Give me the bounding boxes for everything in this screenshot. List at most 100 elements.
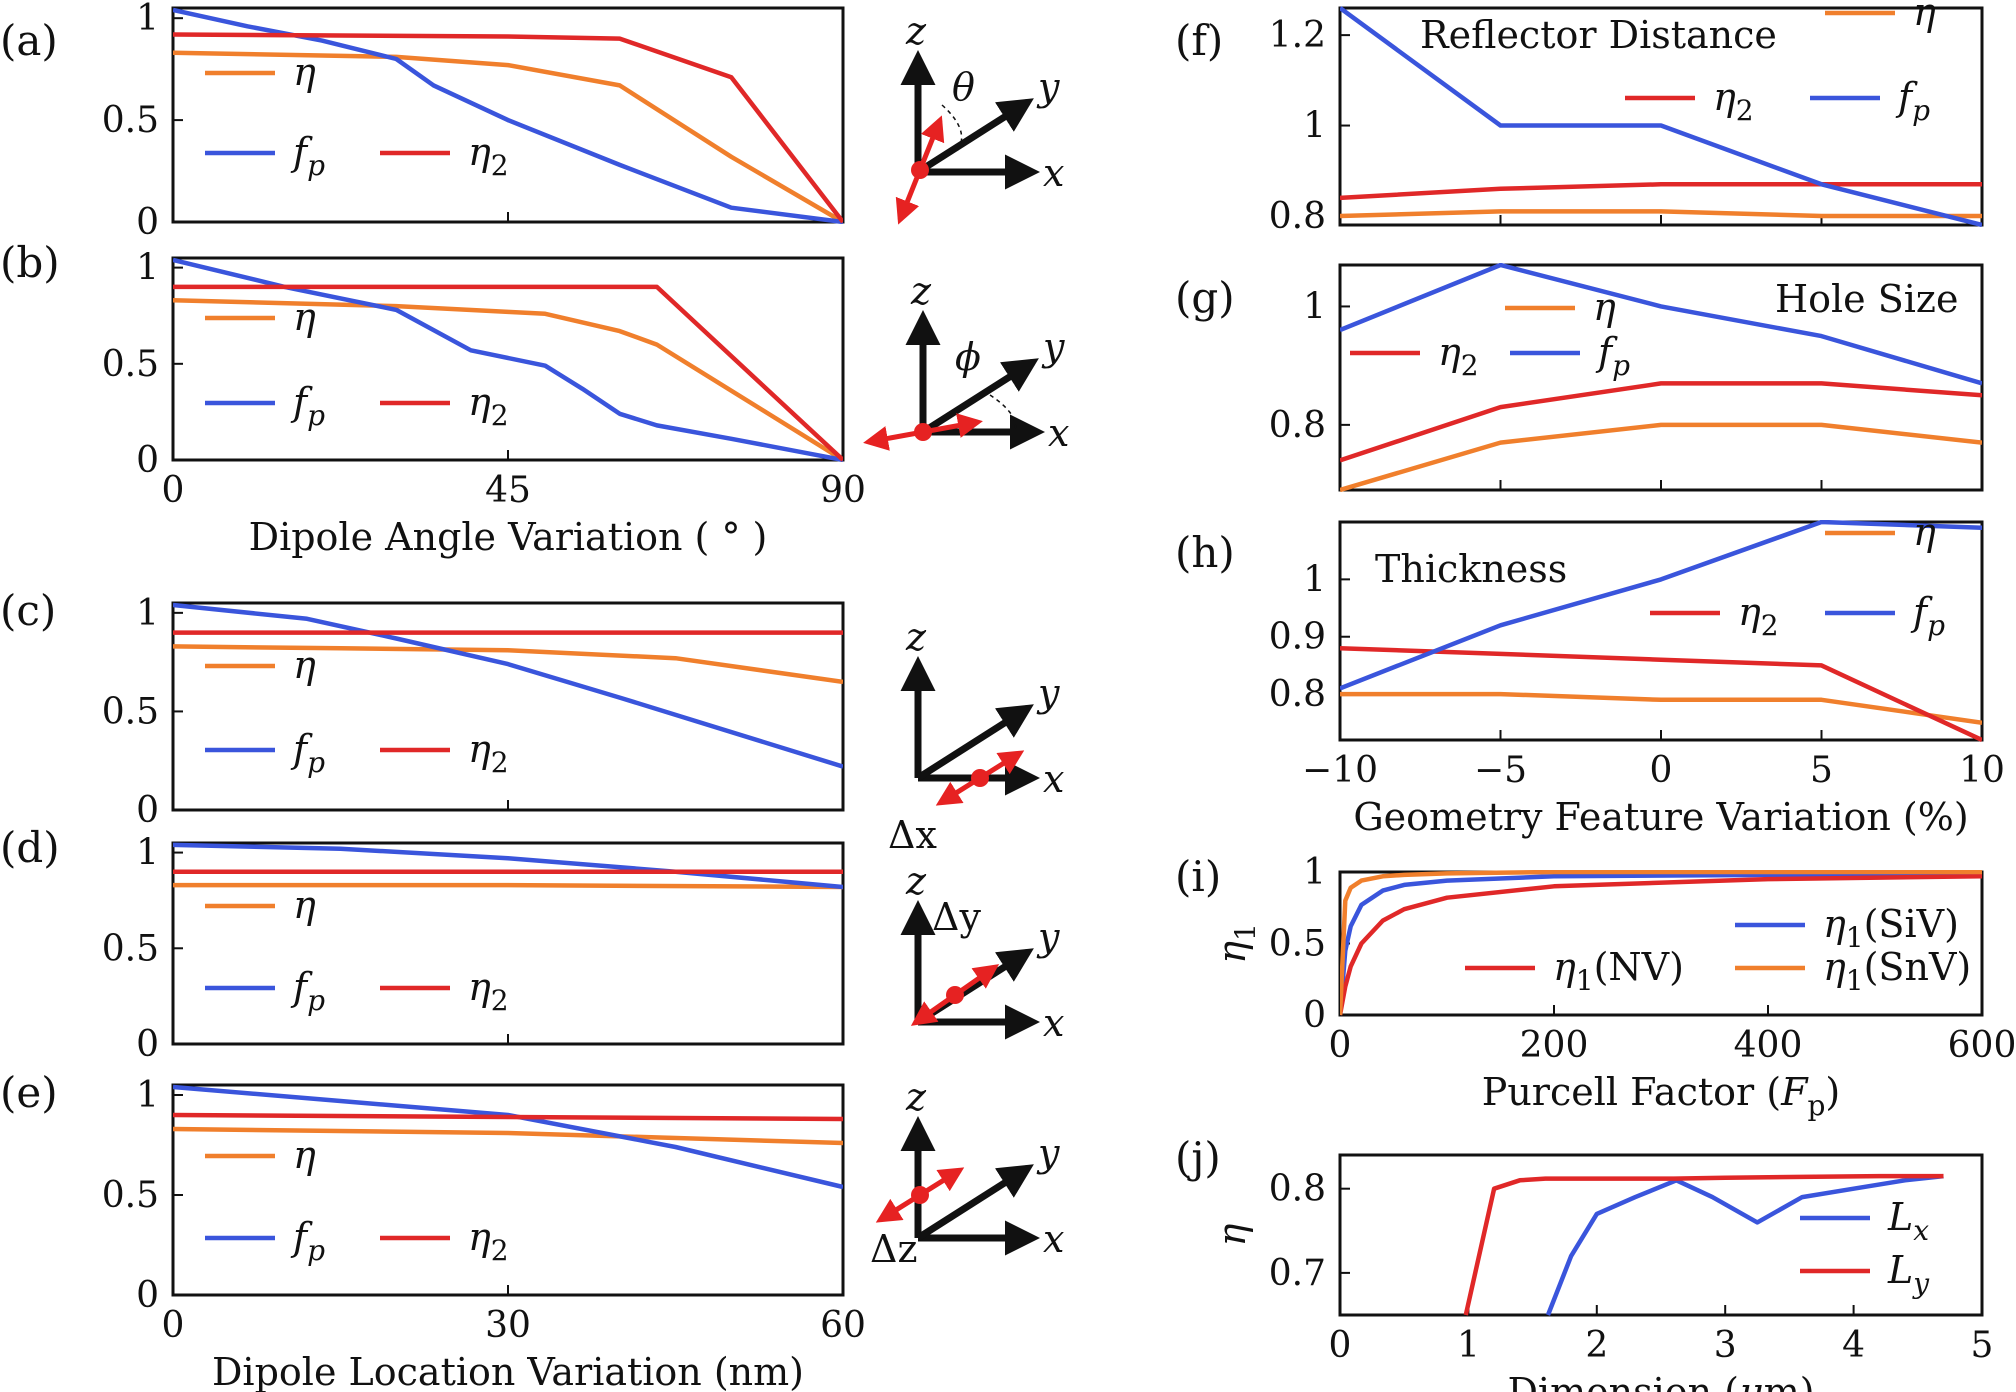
series-line-eta [1340,209,1982,219]
x-tick-label: −5 [1474,750,1527,791]
axis-y-label: y [1041,325,1065,369]
series-line-eta2 [1340,645,1982,742]
svg-text:η: η [1593,285,1616,329]
x-tick-label: 0 [162,1305,185,1346]
y-tick-label: 0 [136,440,159,481]
svg-text:η2: η2 [1738,590,1779,642]
series-line-fp [1340,520,1982,691]
series-line-lx [1545,1173,1944,1316]
svg-text:fp: fp [1595,330,1630,382]
dipole-dot [911,1186,929,1204]
y-tick-label: 1 [136,0,159,39]
svg-text:fp: fp [1910,590,1945,642]
y-tick-label: 0 [136,1024,159,1065]
axis-x-label: x [1043,1001,1064,1045]
y-tick-label: 0 [136,202,159,243]
panel-label: (i) [1175,852,1221,901]
legend-entry-fp: fp [205,965,325,1017]
x-tick-label: 60 [820,1305,866,1346]
legend-entry-eta2: η2 [380,380,509,432]
coordinate-sketch: z xy ϕ [863,269,1069,455]
series-line-fp [1340,6,1982,227]
dipole-dot [911,161,929,179]
plot-frame [1338,1153,1984,1317]
axis-y-label: y [1036,671,1060,715]
plot-frame [171,6,845,224]
legend-entry-sv: η1(SiV) [1735,902,1959,954]
panel-label: (a) [0,16,58,65]
x-tick-label: −10 [1302,750,1378,791]
legend-entry-eta: η [205,1133,316,1177]
panel-e: 0 0.5 1 0 30 60 Dipole Location Variation (nm)… [0,1068,866,1392]
svg-text:η: η [1913,510,1936,554]
panel-label: (f) [1175,16,1223,65]
series-line-ly [1463,1173,1944,1316]
svg-text:η2: η2 [468,727,509,779]
y-tick-label: 1 [1303,106,1326,147]
legend-entry-eta: η [1825,510,1936,554]
svg-text:η: η [293,1133,316,1177]
x-tick-label: 10 [1959,750,2005,791]
series-line-sn [1340,870,1982,1016]
x-tick-label: 5 [1810,750,1833,791]
y-tick-label: 0.8 [1269,674,1326,715]
y-tick-label: 0.7 [1269,1253,1326,1294]
axis-y-label: y [1036,65,1060,109]
series-line-eta2 [1340,182,1982,201]
panel-b: 0 0.5 1 0 45 90 Dipole Angle Variation ( ° ) (b… [0,238,866,559]
series-line-eta [173,644,843,685]
legend-entry-fp: fp [205,380,325,432]
x-axis-label: Geometry Feature Variation (%) [1353,795,1968,839]
svg-text:fp: fp [1895,75,1930,127]
legend-entry-lx: Lx [1800,1195,1929,1247]
x-tick-label: 4 [1842,1325,1865,1366]
y-tick-label: 0 [1303,995,1326,1036]
svg-text:Ly: Ly [1887,1248,1930,1300]
svg-text:η: η [293,50,316,94]
series-line-fp [173,7,843,224]
dipole-dot [971,769,989,787]
series-line-fp [1340,263,1982,386]
panel-label: (e) [0,1068,58,1117]
offset-label-dz: Δz [870,1227,917,1271]
x-tick-label: 600 [1948,1025,2016,1066]
offset-label-dx: Δx [888,813,937,857]
x-tick-label: 2 [1585,1325,1608,1366]
series-line-nv [1340,874,1982,1016]
y-tick-label: 0.5 [102,928,159,969]
axis-x-label: x [1043,151,1064,195]
dipole-dot [914,423,932,441]
series-line-eta [1340,691,1982,726]
svg-text:fp: fp [290,380,325,432]
y-tick-label: 0.5 [102,344,159,385]
y-tick-label: 0.8 [1269,196,1326,237]
svg-text:fp: fp [290,965,325,1017]
x-axis-label: Dipole Angle Variation ( ° ) [249,515,768,559]
x-tick-label: 45 [485,470,531,511]
y-tick-label: 1 [136,248,159,289]
y-tick-label: 1 [136,1075,159,1116]
series-line-fp [173,257,843,462]
panel-label: (g) [1175,273,1235,322]
coordinate-sketch: z xy Δx [888,615,1064,857]
axis-x-label: x [1043,757,1064,801]
panel-annotation: Hole Size [1775,277,1958,321]
y-tick-label: 0.8 [1269,1169,1326,1210]
axis-z-label: z [910,269,932,313]
coordinate-sketch: z xy Δz [870,1075,1064,1271]
panel-i: 0 0.5 1 0 200 400 600 Purcell Factor (Fp) η1 (i) η… [1175,852,2016,1122]
y-tick-label: 0.5 [102,1175,159,1216]
svg-text:η: η [293,883,316,927]
y-tick-label: 0.9 [1269,617,1326,658]
x-axis-label: Purcell Factor (Fp) [1482,1070,1840,1122]
x-axis-label: Dimension (μm) [1507,1370,1814,1392]
panel-d: 0 0.5 1 (d) η fp η2 [0,823,845,1065]
x-tick-label: 200 [1520,1025,1589,1066]
svg-text:fp: fp [290,1215,325,1267]
y-tick-label: 0.8 [1269,405,1326,446]
panel-f: 0.8 1 1.2 (f) Reflector Distance η η2 fp [1175,0,1984,237]
legend-entry-eta: η [205,295,316,339]
y-tick-label: 1 [1303,286,1326,327]
svg-text:η1(SnV): η1(SnV) [1823,945,1971,997]
